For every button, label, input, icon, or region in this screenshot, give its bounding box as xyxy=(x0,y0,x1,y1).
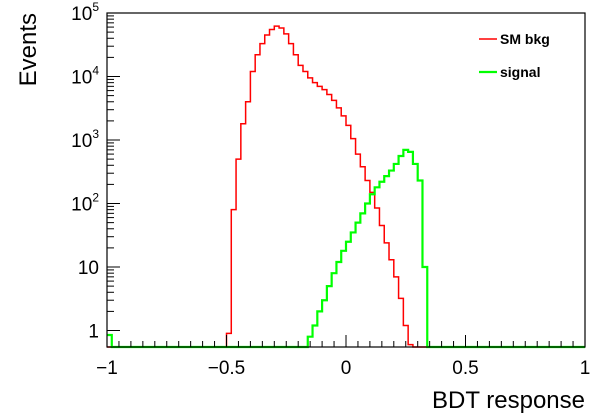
x-tick-label: 0.5 xyxy=(452,358,478,379)
y-tick-label: 1 xyxy=(88,322,99,343)
y-tick-label: 102 xyxy=(71,191,99,216)
y-axis-title: Events xyxy=(15,13,42,86)
x-tick-label: −1 xyxy=(96,358,118,379)
x-tick-label: 0 xyxy=(341,358,352,379)
legend-label: signal xyxy=(500,64,540,80)
x-tick-label: −0.5 xyxy=(208,358,246,379)
x-tick-label: 1 xyxy=(580,358,590,379)
y-tick-label: 104 xyxy=(71,64,99,89)
series-signal-line xyxy=(107,148,585,349)
y-tick-label: 103 xyxy=(71,127,99,152)
x-axis-title: BDT response xyxy=(432,387,585,414)
y-tick-label: 10 xyxy=(78,258,99,279)
legend: SM bkg signal xyxy=(479,31,550,80)
x-axis: −1 −0.5 0 0.5 1 xyxy=(96,335,590,379)
y-tick-label: 105 xyxy=(71,0,99,25)
legend-label: SM bkg xyxy=(500,31,550,47)
y-axis: 1 10 102 103 104 105 xyxy=(71,0,120,343)
